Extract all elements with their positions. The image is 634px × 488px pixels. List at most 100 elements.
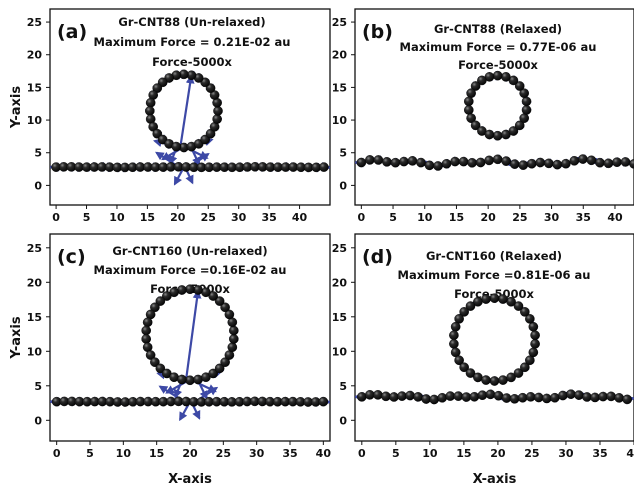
nanotube-atom-point (498, 294, 508, 304)
panel-c-title-line-1: Gr-CNT160 (Un-relaxed) (112, 244, 267, 258)
x-tick-label: 20 (182, 447, 198, 460)
nanotube-atom-point (141, 325, 151, 336)
graphene-atom-point (429, 394, 439, 405)
force-vector-arrow (179, 74, 195, 148)
nanotube-atom-point (465, 301, 476, 311)
nanotube-atom-point (227, 342, 238, 353)
x-tick-label: 40 (316, 447, 332, 460)
y-tick-label: 15 (27, 81, 42, 94)
nanotube-atom-point (484, 129, 495, 140)
nanotube-atom-point (171, 141, 182, 152)
x-tick-label: 35 (592, 447, 607, 460)
panel-a-frame (49, 8, 331, 206)
nanotube-atom-point (473, 296, 483, 307)
nanotube-atom-point (155, 363, 166, 374)
x-tick-label: 5 (389, 211, 397, 224)
nanotube-atom-point (229, 325, 239, 336)
graphene-atom-point (413, 392, 423, 402)
x-tick-label: 35 (261, 211, 276, 224)
nanotube-atom-point (466, 88, 476, 99)
graphene-atom-point (612, 157, 622, 167)
nanotube-atom-point (530, 339, 540, 349)
y-tick-label: 15 (27, 311, 42, 324)
graphene-atom-point (558, 390, 568, 401)
panel-d: (d) Gr-CNT160 (Relaxed) Maximum Force =0… (332, 233, 634, 487)
x-tick-label: 0 (53, 447, 61, 460)
graphene-atom-point (541, 393, 552, 404)
graphene-atom-point (477, 390, 488, 400)
y-tick-label: 0 (339, 414, 347, 427)
nanotube-atom-point (520, 362, 530, 373)
nanotube-atom-point (528, 347, 539, 358)
nanotube-atom-point (145, 106, 155, 116)
graphene-atom-point (356, 157, 367, 168)
graphene-atom-point (357, 392, 367, 402)
panel-b: (b) Gr-CNT88 (Relaxed) Maximum Force = 0… (332, 8, 634, 224)
graphene-atom-point (603, 158, 614, 169)
nanotube-atom-point (508, 126, 519, 136)
graphene-atom-point (595, 157, 605, 168)
x-tick-label: 15 (449, 211, 464, 224)
graphene-atom-point (598, 391, 608, 402)
x-tick-label: 20 (481, 211, 497, 224)
x-tick-label: 25 (201, 211, 216, 224)
graphene-atom-point (389, 392, 399, 402)
graphene-atom-point (533, 392, 544, 403)
nanotube-atom-point (145, 350, 156, 360)
nanotube-atom-point (459, 307, 469, 317)
panel-b-plot-area (355, 70, 634, 171)
y-tick-label: 20 (332, 49, 348, 62)
nanotube-atom-point (530, 330, 540, 341)
x-tick-label: 10 (116, 447, 132, 460)
x-tick-label: 40 (607, 211, 623, 224)
graphene-atom-point (509, 394, 520, 404)
graphene-atom-point (606, 391, 616, 402)
graphene-atom-point (441, 158, 452, 169)
y-tick-label: 10 (27, 345, 43, 358)
force-vector-arrow (184, 289, 202, 381)
y-tick-label: 5 (34, 380, 42, 393)
graphene-atom-point (582, 392, 592, 402)
graphene-atom-point (629, 159, 634, 169)
panel-a-plot-area (50, 69, 330, 186)
panel-a-title-line-1: Gr-CNT88 (Un-relaxed) (118, 15, 265, 29)
nanotube-atom-point (142, 317, 153, 328)
nanotube-atom-point (470, 120, 481, 131)
y-tick-label: 15 (332, 81, 347, 94)
graphene-atom-point (561, 158, 571, 169)
panel-c: (c) Gr-CNT160 (Un-relaxed) Maximum Force… (9, 233, 332, 487)
x-tick-label: 20 (170, 211, 186, 224)
panel-c-title-line-2: Maximum Force =0.16E-02 au (94, 263, 287, 277)
panel-c-x-axis-label: X-axis (168, 472, 212, 487)
graphene-atom-point (509, 159, 520, 169)
x-tick-label: 5 (83, 211, 91, 224)
nanotube-atom-point (150, 357, 160, 367)
graphene-atom-point (397, 391, 407, 401)
nanotube-atom-point (481, 375, 491, 385)
nanotube-atom-point (466, 113, 476, 123)
x-tick-label: 35 (282, 447, 297, 460)
nanotube-atom-point (463, 105, 474, 115)
y-tick-label: 25 (27, 242, 42, 255)
nanotube-atom-point (220, 357, 230, 367)
nanotube-atom-point (212, 114, 222, 124)
nanotube-atom-point (473, 372, 483, 383)
panel-letter-d: (d) (362, 246, 393, 268)
graphene-atom-point (399, 156, 409, 167)
graphene-atom-point (574, 390, 584, 400)
nanotube-atom-point (519, 88, 530, 99)
y-tick-label: 25 (332, 242, 347, 255)
nanotube-atom-point (185, 375, 195, 386)
x-tick-label: 40 (626, 447, 634, 460)
y-tick-label: 5 (34, 147, 42, 160)
graphene-atom-point (469, 391, 480, 402)
nanotube-atom-point (454, 355, 464, 366)
y-tick-label: 5 (339, 147, 347, 160)
graphene-atom-point (407, 156, 418, 166)
nanotube-atom-point (492, 130, 503, 141)
graphene-atom-point (453, 391, 464, 401)
nanotube-atom-point (506, 296, 516, 307)
y-tick-label: 25 (332, 16, 347, 29)
graphene-atom-point (614, 393, 624, 403)
graphene-atom-point (578, 154, 588, 164)
